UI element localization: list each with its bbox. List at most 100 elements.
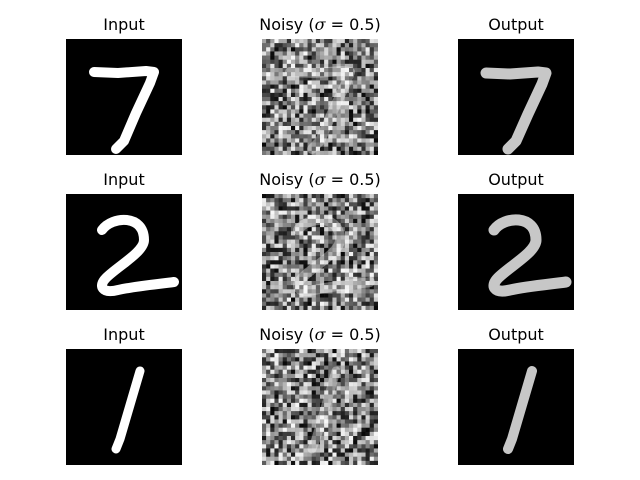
noise-pixel <box>291 105 296 110</box>
noise-pixel <box>328 92 333 98</box>
noise-pixel <box>311 206 317 211</box>
noise-pixel <box>332 235 337 240</box>
noise-pixel <box>282 113 288 118</box>
noise-pixel <box>344 281 350 286</box>
noise-pixel <box>357 419 362 424</box>
noise-pixel <box>303 353 308 358</box>
noise-pixel <box>361 206 366 211</box>
noise-pixel <box>353 398 358 404</box>
noise-pixel <box>357 84 362 89</box>
noise-pixel <box>336 227 341 232</box>
noise-pixel <box>282 223 288 228</box>
noise-pixel <box>286 92 292 98</box>
noise-pixel <box>361 47 366 52</box>
noise-pixel <box>357 206 362 211</box>
noise-pixel <box>303 63 308 69</box>
noise-pixel <box>270 47 275 52</box>
noise-pixel <box>278 113 283 118</box>
noise-pixel <box>353 293 358 298</box>
noise-pixel <box>315 390 321 395</box>
noise-pixel <box>336 373 341 379</box>
noise-pixel <box>291 353 296 358</box>
noise-pixel <box>361 431 366 437</box>
noise-pixel <box>315 150 321 155</box>
noise-pixel <box>373 382 378 387</box>
noise-pixel <box>349 444 354 449</box>
noise-pixel <box>336 97 341 102</box>
noise-pixel <box>262 452 267 457</box>
noise-pixel <box>299 373 304 379</box>
noise-pixel <box>278 427 283 433</box>
noise-pixel <box>295 218 300 224</box>
noise-pixel <box>369 76 375 81</box>
noise-pixel <box>303 365 308 370</box>
noise-pixel <box>332 394 337 399</box>
noise-pixel <box>270 440 275 445</box>
noise-pixel <box>311 117 317 123</box>
noise-pixel <box>369 427 375 433</box>
noise-pixel <box>307 72 312 77</box>
noise-pixel <box>307 264 312 269</box>
noise-pixel <box>324 113 329 118</box>
noise-pixel <box>307 88 312 94</box>
noise-pixel <box>286 223 292 228</box>
noise-pixel <box>336 386 341 391</box>
noise-pixel <box>262 276 267 282</box>
noise-pixel <box>328 109 333 114</box>
noise-pixel <box>282 227 288 232</box>
noise-pixel <box>266 365 271 370</box>
noise-pixel <box>320 76 325 81</box>
noise-pixel <box>303 223 308 228</box>
noise-pixel <box>278 293 283 298</box>
noise-pixel <box>353 231 358 236</box>
noise-pixel <box>344 80 350 85</box>
noise-pixel <box>303 247 308 253</box>
noise-pixel <box>344 431 350 437</box>
noise-pixel <box>291 268 296 273</box>
noise-pixel <box>361 423 366 428</box>
noise-pixel <box>278 134 283 139</box>
noise-pixel <box>295 361 300 366</box>
noise-pixel <box>332 264 337 269</box>
noise-pixel <box>349 101 354 106</box>
noise-pixel <box>282 260 288 265</box>
noise-pixel <box>373 423 378 428</box>
noise-pixel <box>286 407 292 412</box>
noise-pixel <box>361 146 366 152</box>
noise-pixel <box>332 276 337 282</box>
noise-pixel <box>266 256 271 261</box>
noise-pixel <box>307 357 312 362</box>
noise-pixel <box>369 223 375 228</box>
noise-pixel <box>315 398 321 404</box>
noise-pixel <box>307 349 312 354</box>
noise-pixel <box>286 456 292 462</box>
noise-pixel <box>332 247 337 253</box>
noise-pixel <box>295 268 300 273</box>
noise-pixel <box>266 369 271 375</box>
noise-pixel <box>324 130 329 135</box>
noise-pixel <box>282 59 288 65</box>
noise-pixel <box>315 423 321 428</box>
noise-pixel <box>262 239 267 244</box>
noise-pixel <box>278 47 283 52</box>
noise-pixel <box>353 92 358 98</box>
noise-pixel <box>266 272 271 278</box>
noise-pixel <box>278 411 283 416</box>
noise-pixel <box>365 210 370 215</box>
noise-pixel <box>357 427 362 433</box>
noise-pixel <box>286 80 292 85</box>
noise-pixel <box>373 198 378 203</box>
noise-pixel <box>361 394 366 399</box>
noise-pixel <box>307 285 312 290</box>
noise-pixel <box>357 390 362 395</box>
noise-pixel <box>365 431 370 437</box>
noise-pixel <box>332 105 337 110</box>
noise-pixel <box>262 97 267 102</box>
noise-pixel <box>361 402 366 408</box>
noise-pixel <box>320 456 325 462</box>
noise-pixel <box>344 218 350 224</box>
noise-pixel <box>303 227 308 232</box>
noise-pixel <box>365 289 370 294</box>
noise-pixel <box>320 43 325 48</box>
noise-pixel <box>353 285 358 290</box>
